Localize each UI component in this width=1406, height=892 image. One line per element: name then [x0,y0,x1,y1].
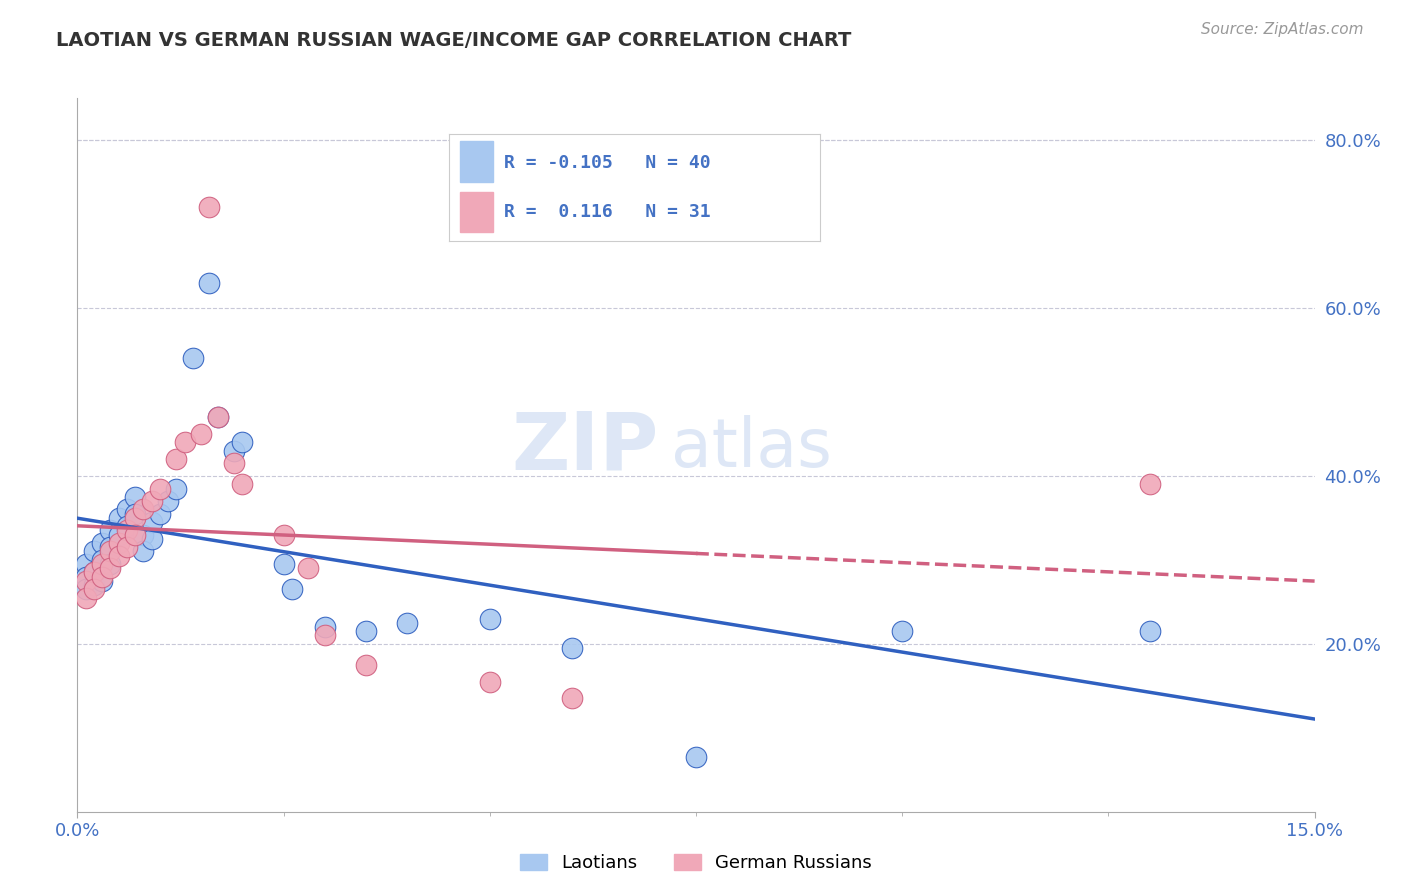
Point [83,578,105,592]
Point [478,674,501,689]
Point [91,553,114,567]
Point [83,566,105,580]
Point [891,624,914,639]
Point [98,524,121,538]
Point [149,507,172,521]
Point [149,482,172,496]
Point [98,561,121,575]
Point [273,557,295,571]
Point [107,511,129,525]
Point [132,502,155,516]
Point [1139,624,1161,639]
Point [354,624,377,639]
Point [685,750,707,764]
Point [478,612,501,626]
Text: ZIP: ZIP [512,409,659,487]
Point [222,456,245,470]
Legend: Laotians, German Russians: Laotians, German Russians [510,845,882,881]
Point [124,490,146,504]
Point [75,574,97,588]
Point [190,426,212,441]
Point [141,532,163,546]
Point [561,640,583,655]
Point [314,628,336,642]
Text: atlas: atlas [671,415,832,481]
Point [354,657,377,672]
Point [98,557,121,571]
Point [132,527,155,541]
Point [115,502,138,516]
Point [157,494,180,508]
Point [314,620,336,634]
Point [198,276,221,290]
Point [115,519,138,533]
Point [75,557,97,571]
Point [231,477,253,491]
Point [207,410,229,425]
Point [273,527,295,541]
Point [75,569,97,583]
Point [396,615,419,630]
Point [181,351,204,366]
Point [132,544,155,558]
Point [207,410,229,425]
Point [141,494,163,508]
Point [561,691,583,706]
Point [75,591,97,605]
Point [222,443,245,458]
Point [1139,477,1161,491]
Point [83,582,105,597]
Point [107,527,129,541]
Point [198,200,221,214]
Point [297,561,319,575]
Point [107,536,129,550]
Point [83,566,105,580]
Point [75,582,97,597]
Text: LAOTIAN VS GERMAN RUSSIAN WAGE/INCOME GAP CORRELATION CHART: LAOTIAN VS GERMAN RUSSIAN WAGE/INCOME GA… [56,31,852,50]
Point [231,435,253,450]
Point [165,482,187,496]
Point [141,515,163,529]
Point [115,541,138,555]
Point [98,541,121,555]
Point [165,452,187,467]
Point [83,544,105,558]
Point [281,582,304,597]
Point [91,557,114,571]
Text: Source: ZipAtlas.com: Source: ZipAtlas.com [1201,22,1364,37]
Point [107,549,129,563]
Point [124,507,146,521]
Point [91,536,114,550]
Point [91,569,114,583]
Point [98,544,121,558]
Point [124,511,146,525]
Point [91,574,114,588]
Point [124,527,146,541]
Point [115,524,138,538]
Point [173,435,195,450]
